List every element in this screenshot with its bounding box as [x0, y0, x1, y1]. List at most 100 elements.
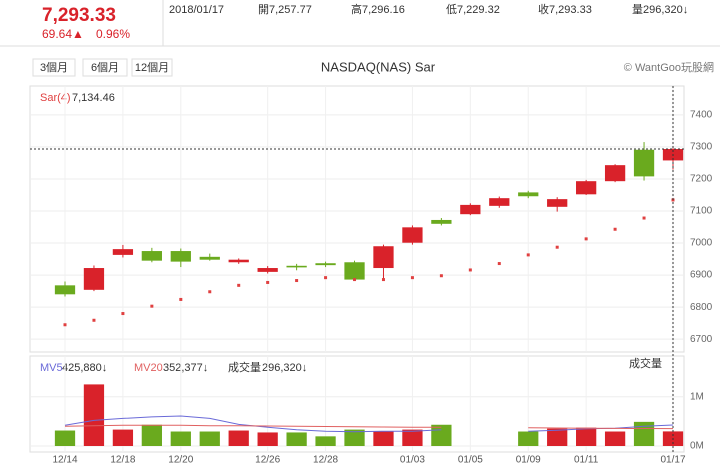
volume-name: 成交量	[228, 360, 261, 374]
volume-bar	[54, 430, 76, 446]
sar-value: 7,134.46	[72, 92, 115, 104]
chart-title: NASDAQ(NAS) Sar	[321, 59, 436, 74]
mv20-line	[64, 424, 674, 430]
mv20-label: 352,377↓	[163, 362, 208, 374]
candle-body	[633, 149, 655, 177]
candle-body	[170, 251, 191, 262]
sar-dot	[63, 323, 67, 327]
x-tick-label: 01/11	[574, 455, 599, 466]
x-tick-label: 01/05	[458, 455, 483, 466]
button[interactable]	[82, 58, 128, 77]
sar-dot	[121, 312, 125, 316]
y-tick-label: 1M	[690, 391, 704, 402]
button[interactable]	[32, 58, 76, 77]
sar-dot	[353, 278, 357, 282]
volume-bar	[286, 432, 307, 446]
x-tick-label: 12/18	[110, 455, 135, 466]
candle-body	[373, 246, 394, 269]
button-label[interactable]: 12個月	[135, 61, 169, 74]
candle-body	[518, 192, 539, 197]
candle-body	[460, 204, 481, 215]
volume-bar	[344, 429, 365, 446]
volume: 量296,320↓	[632, 3, 688, 16]
volume-axis-name: 成交量	[629, 356, 662, 370]
y-tick-label: 7200	[690, 174, 713, 185]
volume-bar	[431, 424, 452, 446]
sar-dot	[526, 253, 530, 257]
percent: 0.96%	[96, 27, 130, 41]
volume-bar	[547, 428, 568, 446]
y-tick-label: 6700	[690, 334, 713, 345]
sar-dot	[584, 237, 588, 241]
copyright: © WantGoo玩股網	[624, 60, 714, 74]
y-tick-label: 6900	[690, 270, 713, 281]
sar-dot	[150, 304, 154, 308]
sar-dot	[468, 268, 472, 272]
sar-dot	[613, 227, 617, 231]
candle-body	[257, 268, 278, 272]
candle-body	[54, 285, 76, 295]
sar-dot	[266, 280, 270, 284]
y-tick-label: 7300	[690, 142, 713, 153]
buttons: 3個月 6個月 12個月	[32, 58, 173, 77]
candle-body	[402, 227, 423, 243]
x-tick-label: 12/14	[52, 455, 77, 466]
candle-body	[141, 251, 162, 261]
low: 低7,229.32	[446, 3, 500, 16]
x-tick-label: 12/28	[313, 455, 338, 466]
volume-bar	[141, 424, 162, 446]
candle-body	[83, 268, 105, 290]
y-tick-label: 6800	[690, 302, 713, 313]
y-tick-label: 0M	[690, 441, 704, 452]
volume-bar	[576, 427, 597, 446]
button-label[interactable]: 3個月	[40, 61, 68, 74]
sar-dot	[642, 216, 646, 220]
candle-body	[431, 219, 452, 224]
volume-bar	[402, 429, 423, 446]
open: 開7,257.77	[258, 3, 312, 16]
candle-body	[315, 263, 336, 266]
y-tick-label: 7400	[690, 109, 713, 120]
candle-body	[604, 165, 626, 182]
sar-dot	[324, 276, 328, 280]
x-tick-label: 01/09	[516, 455, 541, 466]
volume-bar	[83, 384, 105, 446]
close: 收7,293.33	[538, 2, 592, 16]
volume-bar	[633, 421, 655, 446]
sar-name: Sar(4)	[40, 92, 71, 104]
volume-panel	[29, 355, 685, 453]
candle-body	[489, 198, 510, 206]
price: 7,293.33	[42, 5, 116, 26]
candle-body	[112, 249, 134, 255]
sar-dot	[410, 276, 414, 280]
volume-bar	[228, 430, 249, 446]
change: 69.64▲	[42, 27, 84, 41]
price-panel	[29, 85, 685, 353]
volume-bar	[257, 432, 278, 446]
volume-bar	[373, 431, 394, 446]
sar-dot	[439, 274, 443, 278]
mv5-label: 425,880↓	[62, 362, 107, 374]
y-tick-label: 7100	[690, 206, 713, 217]
sar-dot	[497, 262, 501, 266]
sar-dot	[381, 278, 385, 282]
volume-label: 296,320↓	[262, 362, 307, 374]
mv20-name: MV20	[134, 362, 163, 374]
button-label[interactable]: 6個月	[91, 61, 119, 74]
candle-body	[199, 256, 220, 260]
candle-body	[228, 259, 249, 263]
sar-dot	[92, 318, 96, 322]
x-tick-label: 12/20	[168, 455, 193, 466]
sar-dot	[179, 297, 183, 301]
candle-body	[344, 262, 365, 280]
volume-bar	[604, 431, 626, 446]
sar-dot	[208, 290, 212, 294]
candle-body	[547, 199, 568, 207]
button[interactable]	[131, 58, 173, 77]
candle-body	[286, 265, 307, 268]
volume-bar	[315, 436, 336, 446]
x-tick-label: 01/17	[660, 455, 685, 466]
mv5-name: MV5	[40, 362, 63, 374]
